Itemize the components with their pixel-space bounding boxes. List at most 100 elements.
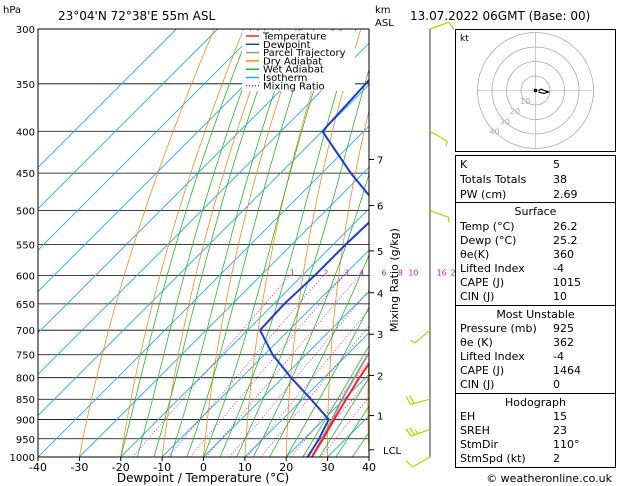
hodograph-ring-label: 30 xyxy=(500,117,510,126)
height-tick-label: 6 xyxy=(377,202,383,213)
pressure-tick-label: 850 xyxy=(16,395,35,406)
wet-adiabat-line xyxy=(252,172,369,457)
pressure-tick-label: 550 xyxy=(16,240,35,251)
height-tick-label: 1 xyxy=(377,412,383,423)
wet-adiabat-line xyxy=(153,29,281,457)
temperature-tick-label: -40 xyxy=(29,461,47,474)
wind-barb xyxy=(429,210,449,218)
wet-adiabat-line xyxy=(319,377,369,457)
mixing-ratio-tick-label: 2 xyxy=(323,268,328,277)
skew-t-grid xyxy=(38,29,629,457)
mixing-ratio-line xyxy=(167,275,324,457)
table-row: EH 15 xyxy=(460,410,567,423)
wet-adiabat-line xyxy=(335,405,369,457)
mixing-ratio-tick-label: 4 xyxy=(359,268,364,277)
wet-adiabat-line xyxy=(186,29,315,457)
wet-adiabat-line xyxy=(236,67,369,457)
pressure-tick-label: 900 xyxy=(16,416,35,427)
mixing-ratio-line xyxy=(260,325,369,457)
height-tick-label: 5 xyxy=(377,247,383,258)
pressure-tick-label: 800 xyxy=(16,374,35,385)
isotherm-line xyxy=(203,290,369,457)
height-tick-label: 3 xyxy=(377,330,383,341)
table-row: Dewp (°C) 25.2 xyxy=(460,234,578,247)
isotherm-line xyxy=(38,42,369,375)
wet-adiabat-line xyxy=(136,29,266,457)
mixing-ratio-line xyxy=(132,275,291,457)
isotherm-line xyxy=(38,29,219,210)
surface-table: Surface Temp (°C) 26.2 Dewp (°C) 25.2 θe(K… xyxy=(455,202,616,306)
wet-adiabat-line xyxy=(269,253,369,457)
table-row: StmDir 110° xyxy=(460,438,580,451)
isotherm-line xyxy=(38,29,260,251)
dry-adiabat-line xyxy=(619,29,629,457)
isotherm-line xyxy=(38,83,369,417)
table-row: Lifted Index -4 xyxy=(460,262,564,275)
profile-lines xyxy=(258,78,369,457)
mixing-ratio-tick-label: 6 xyxy=(381,268,386,277)
hodograph-trace xyxy=(538,88,551,95)
table-header: Surface xyxy=(514,205,557,218)
location-label: 23°04'N 72°38'E 55m ASL xyxy=(58,9,215,23)
lcl-label: LCL xyxy=(383,446,402,457)
temperature-tick-label: 20 xyxy=(279,461,293,474)
table-row: Totals Totals 38 xyxy=(460,173,567,186)
wind-barb-flag xyxy=(445,141,448,147)
legend-label: Wet Adiabat xyxy=(263,65,324,76)
legend-label: Temperature xyxy=(262,32,326,43)
table-row: CIN (J) 10 xyxy=(460,290,567,303)
pressure-unit-label: hPa xyxy=(3,5,21,16)
hodograph-ring-label: 40 xyxy=(489,128,499,137)
wind-barb xyxy=(414,329,431,344)
table-row: CIN (J) 0 xyxy=(460,378,560,391)
temperature-tick-label: -20 xyxy=(112,461,130,474)
dry-adiabat-line xyxy=(203,29,303,457)
height-tick-label: 7 xyxy=(377,155,383,166)
table-row: SREH 23 xyxy=(460,424,567,437)
dry-adiabat-line xyxy=(161,29,274,457)
hodograph-unit-label: kt xyxy=(460,34,469,44)
temperature-tick-label: 30 xyxy=(321,461,335,474)
dry-adiabat-line xyxy=(367,345,369,457)
pressure-tick-label: 350 xyxy=(16,80,35,91)
mixing-ratio-tick-label: 8 xyxy=(398,268,403,277)
wind-barb-flag xyxy=(410,339,416,344)
legend-label: Parcel Trajectory xyxy=(263,48,346,59)
height-tick-label: 4 xyxy=(377,289,383,300)
pressure-tick-label: 300 xyxy=(16,25,35,36)
pressure-tick-label: 500 xyxy=(16,207,35,218)
hodograph-storm-marker xyxy=(533,88,538,93)
temperature-tick-label: 10 xyxy=(238,461,252,474)
wind-barb xyxy=(412,456,431,468)
table-header: Most Unstable xyxy=(496,308,575,321)
datetime-label: 13.07.2022 06GMT (Base: 00) xyxy=(410,9,590,23)
copyright-label: © weatheronline.co.uk xyxy=(486,472,612,485)
pressure-tick-label: 600 xyxy=(16,271,35,282)
mixing-ratio-tick-label: 16 xyxy=(437,268,447,277)
wind-barb-flag xyxy=(408,427,416,436)
axes: 3003504004505005506006507007508008509009… xyxy=(10,25,402,474)
wet-adiabat-line xyxy=(302,344,369,457)
height-tick-label: 2 xyxy=(377,371,383,382)
isotherm-line xyxy=(38,125,369,457)
wind-barb xyxy=(429,21,449,30)
table-row: θe (K) 362 xyxy=(460,336,574,349)
hodograph-table: Hodograph EH 15 SREH 23 StmDir 110° StmSpd … xyxy=(455,393,616,468)
dry-adiabat-line xyxy=(120,29,244,457)
pressure-tick-label: 650 xyxy=(16,300,35,311)
x-axis-title: Dewpoint / Temperature (°C) xyxy=(117,471,289,485)
pressure-tick-label: 950 xyxy=(16,435,35,446)
pressure-tick-label: 400 xyxy=(16,127,35,138)
table-row: Pressure (mb) 925 xyxy=(460,322,574,335)
legend-label: Isotherm xyxy=(263,73,307,84)
isotherm-line xyxy=(38,29,343,334)
wet-adiabat-line xyxy=(285,306,369,457)
height-unit-top: km xyxy=(375,5,391,16)
hodograph-ring-label: 10 xyxy=(520,97,530,106)
mixing-ratio-tick-label: 1 xyxy=(290,268,295,277)
isotherm-line xyxy=(38,29,177,169)
mixing-ratio-tick-label: 3 xyxy=(344,268,349,277)
mixing-ratio-line xyxy=(246,309,369,457)
